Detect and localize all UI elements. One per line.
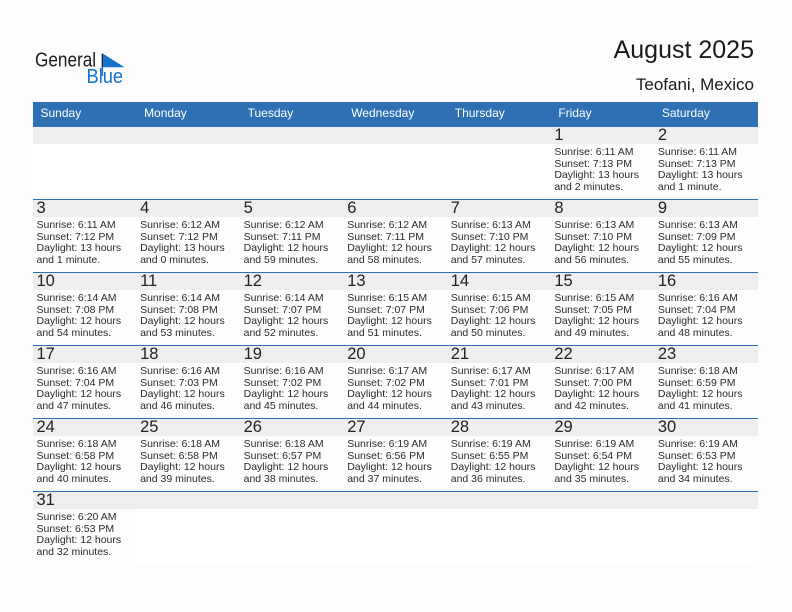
svg-text:Blue: Blue [87, 66, 124, 88]
